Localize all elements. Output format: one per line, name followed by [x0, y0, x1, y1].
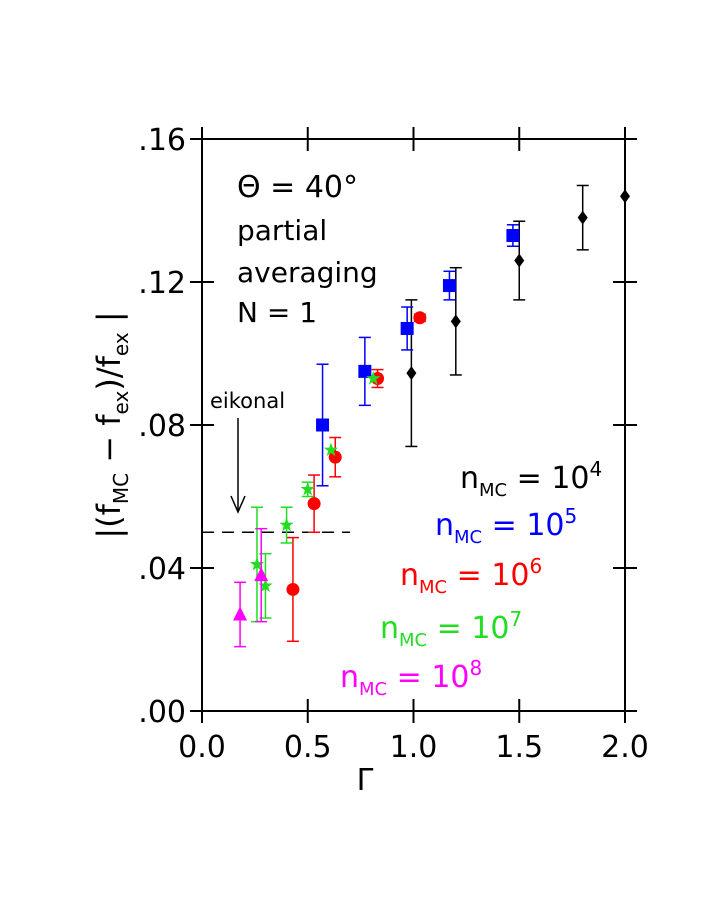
- annotation: Θ = 40°: [237, 170, 358, 205]
- legend-name: n: [380, 611, 399, 646]
- legend-name: n: [400, 558, 419, 593]
- y-tick-label: .08: [138, 409, 186, 444]
- legend-sub: MC: [454, 527, 482, 548]
- x-tick-label: 1.5: [495, 730, 543, 765]
- legend-rest: = 10: [447, 558, 529, 593]
- legend-entry: nMC = 108: [340, 656, 482, 700]
- legend-sub: MC: [359, 679, 387, 700]
- y-tick-label: .12: [138, 266, 186, 301]
- annotation: partial: [237, 214, 327, 247]
- point: [249, 556, 265, 571]
- y-tick-label: .16: [138, 123, 186, 158]
- point: [514, 253, 525, 268]
- legend-sup: 6: [530, 554, 543, 578]
- legend-name: n: [340, 660, 359, 695]
- x-tick-label: 0.5: [284, 730, 332, 765]
- legend-entry: nMC = 105: [435, 504, 577, 548]
- point: [307, 497, 321, 511]
- y-axis-label-sub: ex: [109, 390, 133, 414]
- point: [316, 418, 330, 432]
- legend-sub: MC: [419, 577, 447, 598]
- legend-name: n: [460, 461, 479, 496]
- legend-sub: MC: [399, 630, 427, 651]
- annotation: N = 1: [237, 296, 317, 329]
- point: [328, 450, 342, 464]
- annotation: eikonal: [210, 389, 285, 413]
- point: [620, 189, 630, 204]
- legend-sup: 4: [590, 457, 603, 481]
- legend-sup: 5: [565, 504, 578, 528]
- point: [254, 567, 269, 582]
- legend-sup: 7: [510, 607, 523, 631]
- legend-rest: = 10: [507, 461, 589, 496]
- y-axis-label: |(fMC − fex)/fex |: [90, 311, 133, 538]
- point: [577, 210, 588, 225]
- point: [323, 442, 339, 457]
- point: [300, 481, 315, 496]
- y-axis-label-part: |: [90, 311, 128, 332]
- x-tick-label: 2.0: [601, 730, 649, 765]
- point: [413, 311, 427, 325]
- y-tick-label: .00: [138, 695, 186, 730]
- legend-entry: nMC = 106: [400, 554, 542, 598]
- legend-sup: 8: [470, 656, 483, 680]
- y-tick-label: .04: [138, 552, 186, 587]
- point: [366, 371, 381, 385]
- y-axis-label-sub: ex: [109, 332, 133, 356]
- y-axis-label-sub: MC: [109, 473, 133, 504]
- point: [258, 578, 273, 592]
- point: [506, 229, 520, 243]
- point: [400, 321, 414, 335]
- point: [286, 582, 300, 596]
- legend-entry: nMC = 107: [380, 607, 522, 651]
- arrow-head: [230, 495, 246, 514]
- y-axis-label-part: |(f: [90, 503, 128, 538]
- legend-rest: = 10: [482, 508, 564, 543]
- point: [450, 314, 461, 329]
- point: [442, 279, 456, 293]
- y-axis-label-part: )/f: [90, 355, 128, 390]
- legend-entry: nMC = 104: [460, 457, 602, 501]
- x-tick-label: 1.0: [390, 730, 438, 765]
- point: [233, 606, 248, 621]
- legend-rest: = 10: [427, 611, 509, 646]
- point: [406, 366, 417, 381]
- x-tick-label: 0.0: [178, 730, 226, 765]
- legend-rest: = 10: [387, 660, 469, 695]
- point: [358, 364, 372, 378]
- legend-sub: MC: [479, 480, 507, 501]
- point: [279, 517, 294, 532]
- annotation: averaging: [237, 256, 378, 289]
- y-axis-label-part: − f: [90, 414, 128, 473]
- x-axis-label: Γ: [357, 763, 374, 798]
- legend-name: n: [435, 508, 454, 543]
